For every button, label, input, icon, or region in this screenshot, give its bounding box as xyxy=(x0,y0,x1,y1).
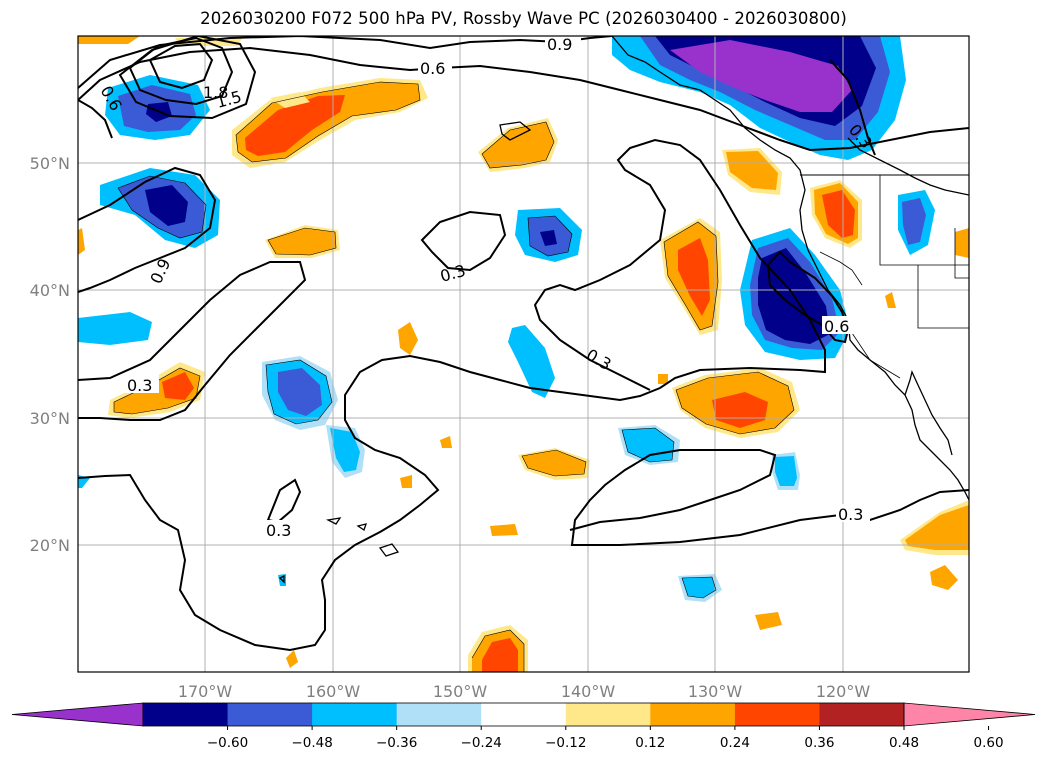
colorbar-segment xyxy=(481,703,567,726)
contour-label: 0.3 xyxy=(266,521,291,540)
colorbar-tick-label: −0.60 xyxy=(207,735,248,751)
colorbar-segment xyxy=(650,703,736,726)
contour-label: 0.6 xyxy=(824,317,849,336)
contour-0.3-west xyxy=(78,261,307,421)
map-frame xyxy=(77,35,970,673)
colorbar-tick-label: 0.24 xyxy=(720,735,750,751)
colorbar-segment xyxy=(734,703,820,726)
contour-0.6-coast xyxy=(766,250,850,344)
map-panel: 0.9 0.6 1.8 1.5 0.6 0.3 0.9 0.3 0.3 0.3 … xyxy=(78,35,969,672)
contour-1.8 xyxy=(148,42,214,90)
colorbar-extend-low xyxy=(11,702,144,727)
lon-label-130w: 130°W xyxy=(688,682,743,701)
colorbar-segment xyxy=(312,703,398,726)
colorbar-segment xyxy=(565,703,651,726)
contour-0.3-south xyxy=(78,138,826,652)
colorbar-tick-label: −0.24 xyxy=(461,735,502,751)
lon-label-140w: 140°W xyxy=(561,682,616,701)
colorbar-segment xyxy=(396,703,482,726)
lon-label-150w: 150°W xyxy=(433,682,488,701)
colorbar-tick-label: −0.36 xyxy=(376,735,417,751)
colorbar-frame xyxy=(142,702,905,727)
contour-1.2 xyxy=(118,36,257,120)
colorbar-segment xyxy=(227,703,313,726)
contour-label: 0.9 xyxy=(547,35,572,54)
colorbar-tick-label: 0.12 xyxy=(635,735,665,751)
colorbar-tick-label: 0.48 xyxy=(889,735,919,751)
colorbar-extend-high xyxy=(903,702,1036,727)
contour-0.3-alaska xyxy=(829,59,876,156)
map-title: 2026030200 F072 500 hPa PV, Rossby Wave … xyxy=(200,9,847,28)
lon-label-120w: 120°W xyxy=(816,682,871,701)
contour-0.6-north xyxy=(78,46,969,152)
lat-label-40n: 40°N xyxy=(30,281,70,300)
contour-label: 1.8 xyxy=(203,83,228,102)
colorbar-tick-label: 0.60 xyxy=(974,735,1004,751)
contour-0.6-west-edge xyxy=(78,99,113,139)
contour-0.3-central xyxy=(420,210,507,272)
colorbar-tick-label: −0.48 xyxy=(291,735,332,751)
negative-anomaly-midlat xyxy=(508,325,555,398)
lat-label-30n: 30°N xyxy=(30,409,70,428)
colorbar-tick-label: −0.12 xyxy=(545,735,586,751)
colorbar-segment xyxy=(819,703,905,726)
latitude-labels: 50°N 40°N 30°N 20°N xyxy=(30,154,70,555)
coastlines xyxy=(278,36,969,584)
colorbar-tick-label: 0.36 xyxy=(804,735,834,751)
lat-label-50n: 50°N xyxy=(30,154,70,173)
longitude-labels: 170°W 160°W 150°W 140°W 130°W 120°W xyxy=(178,682,871,701)
lon-label-160w: 160°W xyxy=(306,682,361,701)
colorbar: −0.60 −0.48 −0.36 −0.24 −0.12 0.12 0.24 0.36 0.4… xyxy=(11,702,1036,751)
pv-contours xyxy=(78,36,969,652)
graticule xyxy=(78,36,969,672)
contour-label: 0.6 xyxy=(420,59,445,78)
lon-label-170w: 170°W xyxy=(178,682,233,701)
negative-anomaly-west-edge xyxy=(78,312,152,345)
contour-label: 0.3 xyxy=(838,505,863,524)
lat-label-20n: 20°N xyxy=(30,536,70,555)
anomaly-outlines xyxy=(113,81,795,672)
contour-label: 0.3 xyxy=(127,376,152,395)
colorbar-segment xyxy=(143,703,229,726)
contour-0.9-west xyxy=(78,166,217,293)
